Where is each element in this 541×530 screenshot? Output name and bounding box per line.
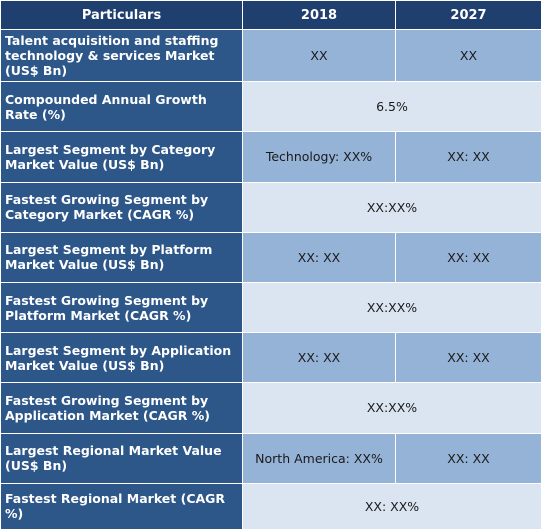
value-2027: XX: XX bbox=[395, 231, 541, 283]
row-label: Talent acquisition and staffing technolo… bbox=[0, 28, 243, 83]
table-row: Fastest Growing Segment by Platform Mark… bbox=[0, 281, 541, 334]
row-label: Compounded Annual Growth Rate (%) bbox=[0, 81, 243, 133]
value-2018: XX: XX bbox=[242, 231, 396, 283]
table-row: Largest Segment by Platform Market Value… bbox=[0, 231, 541, 283]
value-2018: Technology: XX% bbox=[242, 131, 396, 183]
value-merged: XX:XX% bbox=[242, 181, 541, 233]
row-label: Fastest Growing Segment by Platform Mark… bbox=[0, 281, 243, 334]
row-label: Largest Regional Market Value (US$ Bn) bbox=[0, 432, 243, 484]
header-2018: 2018 bbox=[242, 0, 396, 30]
table-row: Largest Segment by Category Market Value… bbox=[0, 131, 541, 183]
row-label: Fastest Growing Segment by Application M… bbox=[0, 382, 243, 434]
table-row: Largest Regional Market Value (US$ Bn) N… bbox=[0, 432, 541, 484]
value-2027: XX: XX bbox=[395, 432, 541, 484]
header-particulars: Particulars bbox=[0, 0, 243, 30]
table-row: Largest Segment by Application Market Va… bbox=[0, 332, 541, 384]
table-row: Fastest Growing Segment by Category Mark… bbox=[0, 181, 541, 233]
table-row: Talent acquisition and staffing technolo… bbox=[0, 28, 541, 83]
header-2027: 2027 bbox=[395, 0, 541, 30]
value-merged: 6.5% bbox=[242, 81, 541, 133]
table-row: Fastest Growing Segment by Application M… bbox=[0, 382, 541, 434]
row-label: Fastest Growing Segment by Category Mark… bbox=[0, 181, 243, 233]
value-2027: XX: XX bbox=[395, 332, 541, 384]
row-label: Fastest Regional Market (CAGR %) bbox=[0, 482, 243, 530]
value-2027: XX: XX bbox=[395, 131, 541, 183]
row-label: Largest Segment by Application Market Va… bbox=[0, 332, 243, 384]
value-2018: XX: XX bbox=[242, 332, 396, 384]
value-2027: XX bbox=[395, 28, 541, 83]
table-row: Compounded Annual Growth Rate (%) 6.5% bbox=[0, 81, 541, 133]
table-row: Fastest Regional Market (CAGR %) XX: XX% bbox=[0, 482, 541, 530]
value-merged: XX:XX% bbox=[242, 382, 541, 434]
value-2018: XX bbox=[242, 28, 396, 83]
value-merged: XX:XX% bbox=[242, 281, 541, 334]
header-row: Particulars 2018 2027 bbox=[0, 0, 541, 30]
row-label: Largest Segment by Category Market Value… bbox=[0, 131, 243, 183]
value-2018: North America: XX% bbox=[242, 432, 396, 484]
value-merged: XX: XX% bbox=[242, 482, 541, 530]
row-label: Largest Segment by Platform Market Value… bbox=[0, 231, 243, 283]
